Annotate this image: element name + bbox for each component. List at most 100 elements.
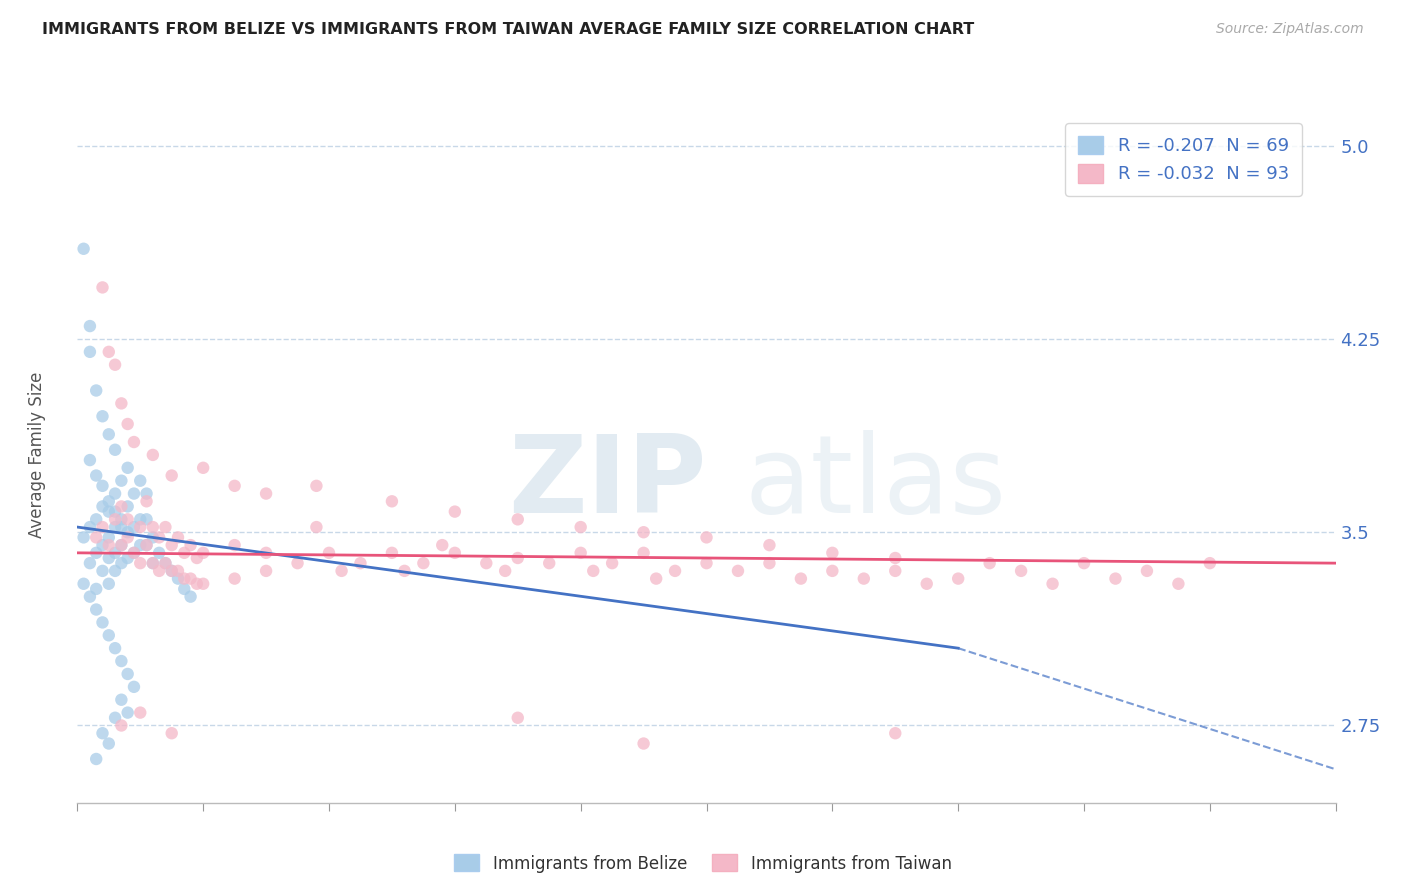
- Point: [84, 384, 107, 398]
- Point: [173, 572, 195, 586]
- Point: [758, 538, 780, 552]
- Point: [167, 572, 190, 586]
- Point: [569, 546, 592, 560]
- Point: [91, 479, 114, 493]
- Point: [160, 564, 183, 578]
- Point: [412, 556, 434, 570]
- Point: [97, 628, 120, 642]
- Point: [167, 530, 190, 544]
- Point: [948, 572, 970, 586]
- Point: [394, 564, 416, 578]
- Point: [79, 453, 101, 467]
- Point: [633, 737, 655, 751]
- Point: [97, 530, 120, 544]
- Point: [142, 520, 165, 534]
- Point: [104, 442, 127, 457]
- Point: [117, 706, 139, 720]
- Point: [97, 551, 120, 566]
- Point: [104, 486, 127, 500]
- Point: [84, 546, 107, 560]
- Point: [91, 409, 114, 424]
- Point: [696, 530, 718, 544]
- Point: [381, 546, 404, 560]
- Point: [110, 556, 132, 570]
- Point: [110, 718, 132, 732]
- Point: [97, 344, 120, 359]
- Point: [117, 500, 139, 514]
- Point: [506, 711, 529, 725]
- Point: [135, 486, 157, 500]
- Point: [91, 520, 114, 534]
- Point: [191, 460, 215, 475]
- Point: [129, 706, 152, 720]
- Point: [727, 564, 749, 578]
- Point: [254, 564, 277, 578]
- Point: [91, 564, 114, 578]
- Point: [129, 520, 152, 534]
- Point: [191, 576, 215, 591]
- Point: [1167, 576, 1189, 591]
- Point: [117, 512, 139, 526]
- Point: [104, 358, 127, 372]
- Point: [91, 726, 114, 740]
- Point: [142, 530, 165, 544]
- Point: [444, 505, 467, 519]
- Point: [1042, 576, 1064, 591]
- Point: [97, 427, 120, 442]
- Point: [148, 546, 170, 560]
- Point: [180, 572, 202, 586]
- Text: IMMIGRANTS FROM BELIZE VS IMMIGRANTS FROM TAIWAN AVERAGE FAMILY SIZE CORRELATION: IMMIGRANTS FROM BELIZE VS IMMIGRANTS FRO…: [42, 22, 974, 37]
- Point: [160, 564, 183, 578]
- Point: [160, 468, 183, 483]
- Point: [84, 602, 107, 616]
- Point: [104, 711, 127, 725]
- Point: [84, 512, 107, 526]
- Point: [104, 512, 127, 526]
- Point: [117, 530, 139, 544]
- Point: [97, 538, 120, 552]
- Point: [91, 615, 114, 630]
- Point: [475, 556, 498, 570]
- Point: [173, 582, 195, 596]
- Point: [330, 564, 353, 578]
- Point: [186, 551, 208, 566]
- Point: [1073, 556, 1095, 570]
- Point: [72, 576, 94, 591]
- Point: [305, 520, 328, 534]
- Text: atlas: atlas: [744, 430, 1007, 536]
- Point: [821, 546, 844, 560]
- Point: [821, 564, 844, 578]
- Point: [84, 752, 107, 766]
- Point: [1104, 572, 1126, 586]
- Point: [135, 494, 157, 508]
- Point: [224, 538, 246, 552]
- Point: [84, 468, 107, 483]
- Point: [122, 520, 145, 534]
- Point: [110, 396, 132, 410]
- Point: [160, 538, 183, 552]
- Point: [110, 538, 132, 552]
- Point: [155, 520, 177, 534]
- Point: [110, 538, 132, 552]
- Point: [79, 344, 101, 359]
- Point: [254, 486, 277, 500]
- Point: [122, 546, 145, 560]
- Point: [538, 556, 561, 570]
- Point: [79, 556, 101, 570]
- Point: [600, 556, 623, 570]
- Point: [155, 556, 177, 570]
- Point: [884, 726, 907, 740]
- Point: [645, 572, 668, 586]
- Point: [381, 494, 404, 508]
- Point: [224, 479, 246, 493]
- Point: [142, 556, 165, 570]
- Point: [97, 494, 120, 508]
- Point: [97, 737, 120, 751]
- Point: [758, 556, 780, 570]
- Point: [104, 546, 127, 560]
- Point: [790, 572, 813, 586]
- Point: [142, 448, 165, 462]
- Point: [224, 572, 246, 586]
- Point: [117, 417, 139, 431]
- Point: [104, 641, 127, 656]
